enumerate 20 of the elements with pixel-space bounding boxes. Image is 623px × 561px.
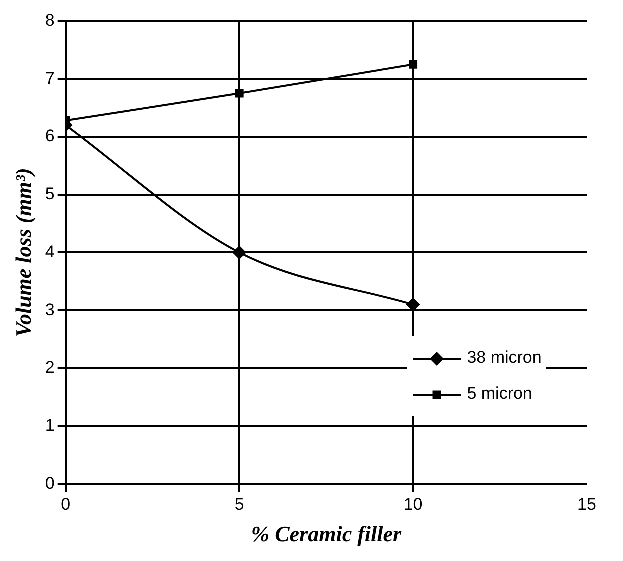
x-tick-label: 15 bbox=[578, 495, 596, 514]
x-tick-label: 0 bbox=[61, 495, 71, 514]
point bbox=[235, 89, 244, 98]
y-tick-label: 4 bbox=[45, 242, 55, 262]
y-tick-label: 3 bbox=[45, 300, 55, 320]
point bbox=[409, 60, 418, 69]
x-tick-label: 5 bbox=[234, 495, 244, 514]
y-tick-label: 1 bbox=[45, 416, 55, 436]
legend-label: 38 micron bbox=[467, 348, 543, 368]
y-tick-label: 6 bbox=[45, 126, 55, 146]
y-axis-title: Volume loss (mm³) bbox=[10, 168, 36, 338]
x-tick-label: 10 bbox=[404, 495, 423, 514]
y-tick-label: 2 bbox=[45, 358, 55, 378]
legend-label: 5 micron bbox=[467, 384, 534, 404]
point bbox=[232, 246, 247, 260]
y-tick-label: 7 bbox=[45, 68, 55, 88]
y-tick-label: 0 bbox=[45, 474, 55, 493]
x-axis-title: % Ceramic filler bbox=[251, 521, 402, 546]
y-tick-label: 8 bbox=[45, 10, 55, 30]
y-tick-label: 5 bbox=[45, 184, 55, 204]
